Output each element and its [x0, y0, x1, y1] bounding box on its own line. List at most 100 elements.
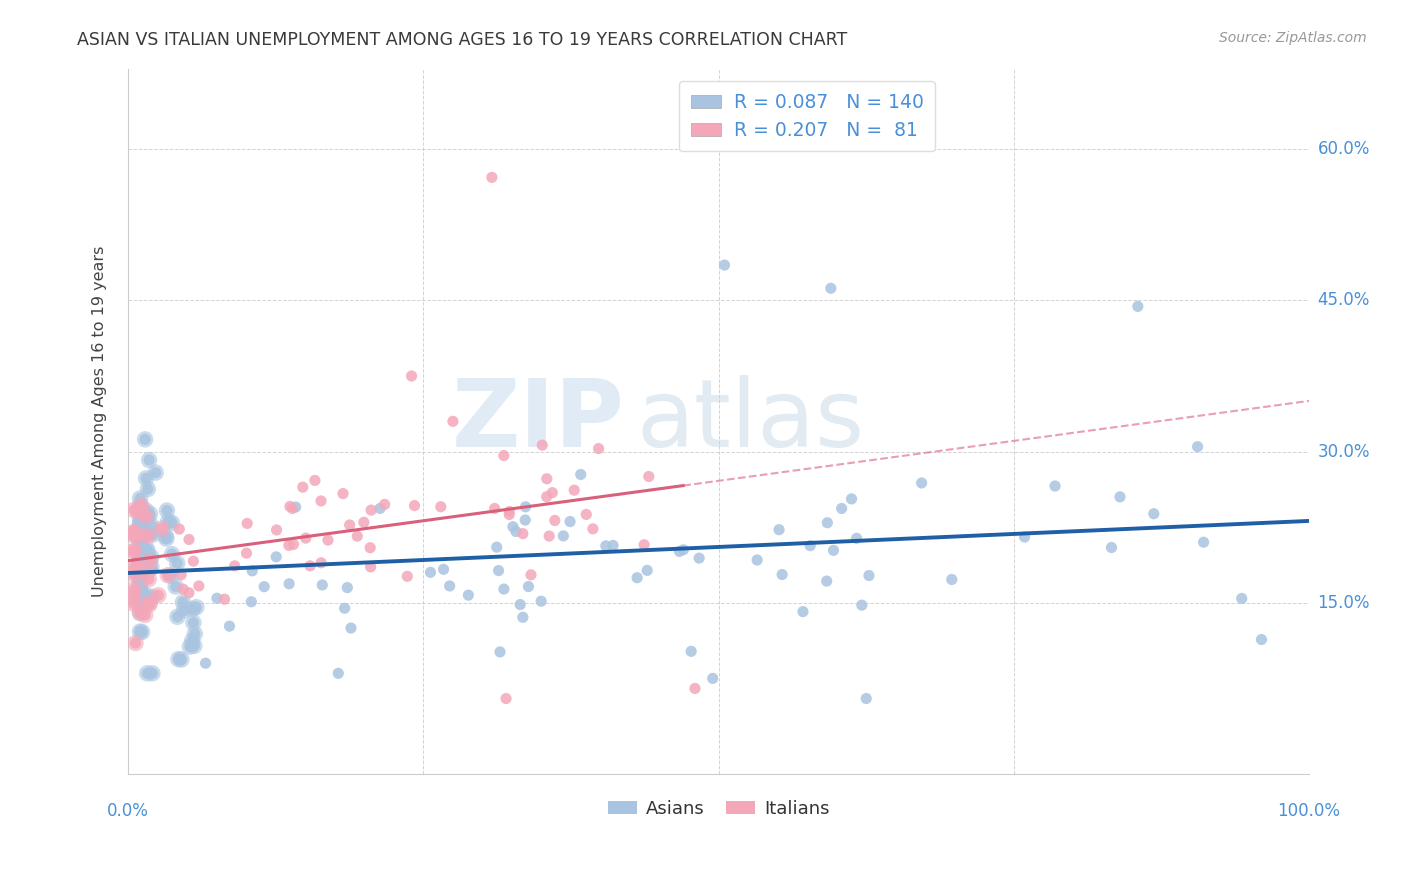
Text: atlas: atlas — [636, 376, 865, 467]
Point — [141, 590, 163, 604]
Point — [129, 511, 152, 525]
Point — [283, 537, 305, 551]
Point — [1192, 535, 1215, 549]
Point — [340, 621, 363, 635]
Point — [139, 555, 162, 569]
Point — [139, 596, 162, 610]
Point — [170, 567, 193, 582]
Point — [235, 546, 257, 560]
Point — [122, 503, 145, 517]
Point — [1101, 541, 1123, 555]
Point — [492, 449, 515, 463]
Point — [129, 584, 152, 599]
Point — [122, 525, 145, 540]
Point — [266, 523, 288, 537]
Y-axis label: Unemployment Among Ages 16 to 19 years: Unemployment Among Ages 16 to 19 years — [93, 245, 107, 597]
Point — [172, 595, 194, 609]
Point — [122, 567, 145, 582]
Point — [124, 636, 146, 650]
Point — [602, 539, 624, 553]
Point — [160, 516, 183, 530]
Point — [309, 494, 332, 508]
Point — [129, 525, 152, 540]
Point — [333, 601, 356, 615]
Point — [129, 553, 152, 567]
Point — [457, 588, 479, 602]
Point — [311, 578, 333, 592]
Point — [160, 547, 183, 561]
Point — [332, 486, 354, 500]
Point — [1187, 440, 1209, 454]
Point — [179, 640, 201, 654]
Point — [129, 499, 152, 513]
Point — [668, 544, 690, 558]
Point — [179, 640, 201, 654]
Point — [218, 619, 240, 633]
Point — [135, 503, 157, 517]
Point — [127, 504, 149, 518]
Point — [129, 516, 152, 531]
Point — [122, 582, 145, 597]
Point — [172, 582, 194, 596]
Point — [489, 645, 512, 659]
Point — [122, 543, 145, 558]
Point — [509, 598, 531, 612]
Point — [186, 600, 208, 615]
Point — [136, 510, 159, 524]
Point — [129, 552, 152, 566]
Point — [681, 644, 703, 658]
Point — [142, 527, 165, 541]
Point — [129, 595, 152, 609]
Point — [131, 625, 153, 640]
Point — [855, 691, 877, 706]
Point — [404, 499, 426, 513]
Point — [339, 518, 361, 533]
Point — [858, 568, 880, 582]
Point — [127, 528, 149, 542]
Point — [138, 453, 160, 467]
Point — [136, 529, 159, 543]
Point — [183, 639, 205, 653]
Point — [183, 615, 205, 630]
Point — [129, 606, 152, 620]
Point — [122, 582, 145, 597]
Point — [127, 504, 149, 518]
Point — [181, 602, 204, 616]
Point — [492, 582, 515, 596]
Point — [481, 170, 503, 185]
Point — [134, 592, 156, 607]
Point — [134, 592, 156, 607]
Point — [122, 503, 145, 517]
Point — [562, 483, 585, 498]
Point — [205, 591, 228, 606]
Point — [129, 499, 152, 513]
Point — [124, 559, 146, 574]
Point — [575, 508, 598, 522]
Point — [129, 583, 152, 598]
Point — [177, 533, 200, 547]
Text: 45.0%: 45.0% — [1317, 292, 1369, 310]
Point — [129, 572, 152, 586]
Point — [141, 666, 163, 681]
Point — [183, 554, 205, 568]
Point — [309, 556, 332, 570]
Point — [536, 490, 558, 504]
Point — [173, 603, 195, 617]
Point — [122, 589, 145, 603]
Point — [129, 606, 152, 620]
Point — [139, 562, 162, 576]
Point — [702, 671, 724, 685]
Point — [131, 565, 153, 579]
Text: ZIP: ZIP — [451, 376, 624, 467]
Point — [264, 549, 287, 564]
Point — [136, 545, 159, 559]
Point — [124, 529, 146, 543]
Point — [139, 507, 162, 521]
Text: ASIAN VS ITALIAN UNEMPLOYMENT AMONG AGES 16 TO 19 YEARS CORRELATION CHART: ASIAN VS ITALIAN UNEMPLOYMENT AMONG AGES… — [77, 31, 848, 49]
Point — [129, 533, 152, 547]
Point — [134, 433, 156, 447]
Point — [129, 546, 152, 560]
Point — [122, 589, 145, 603]
Point — [129, 530, 152, 544]
Point — [135, 526, 157, 541]
